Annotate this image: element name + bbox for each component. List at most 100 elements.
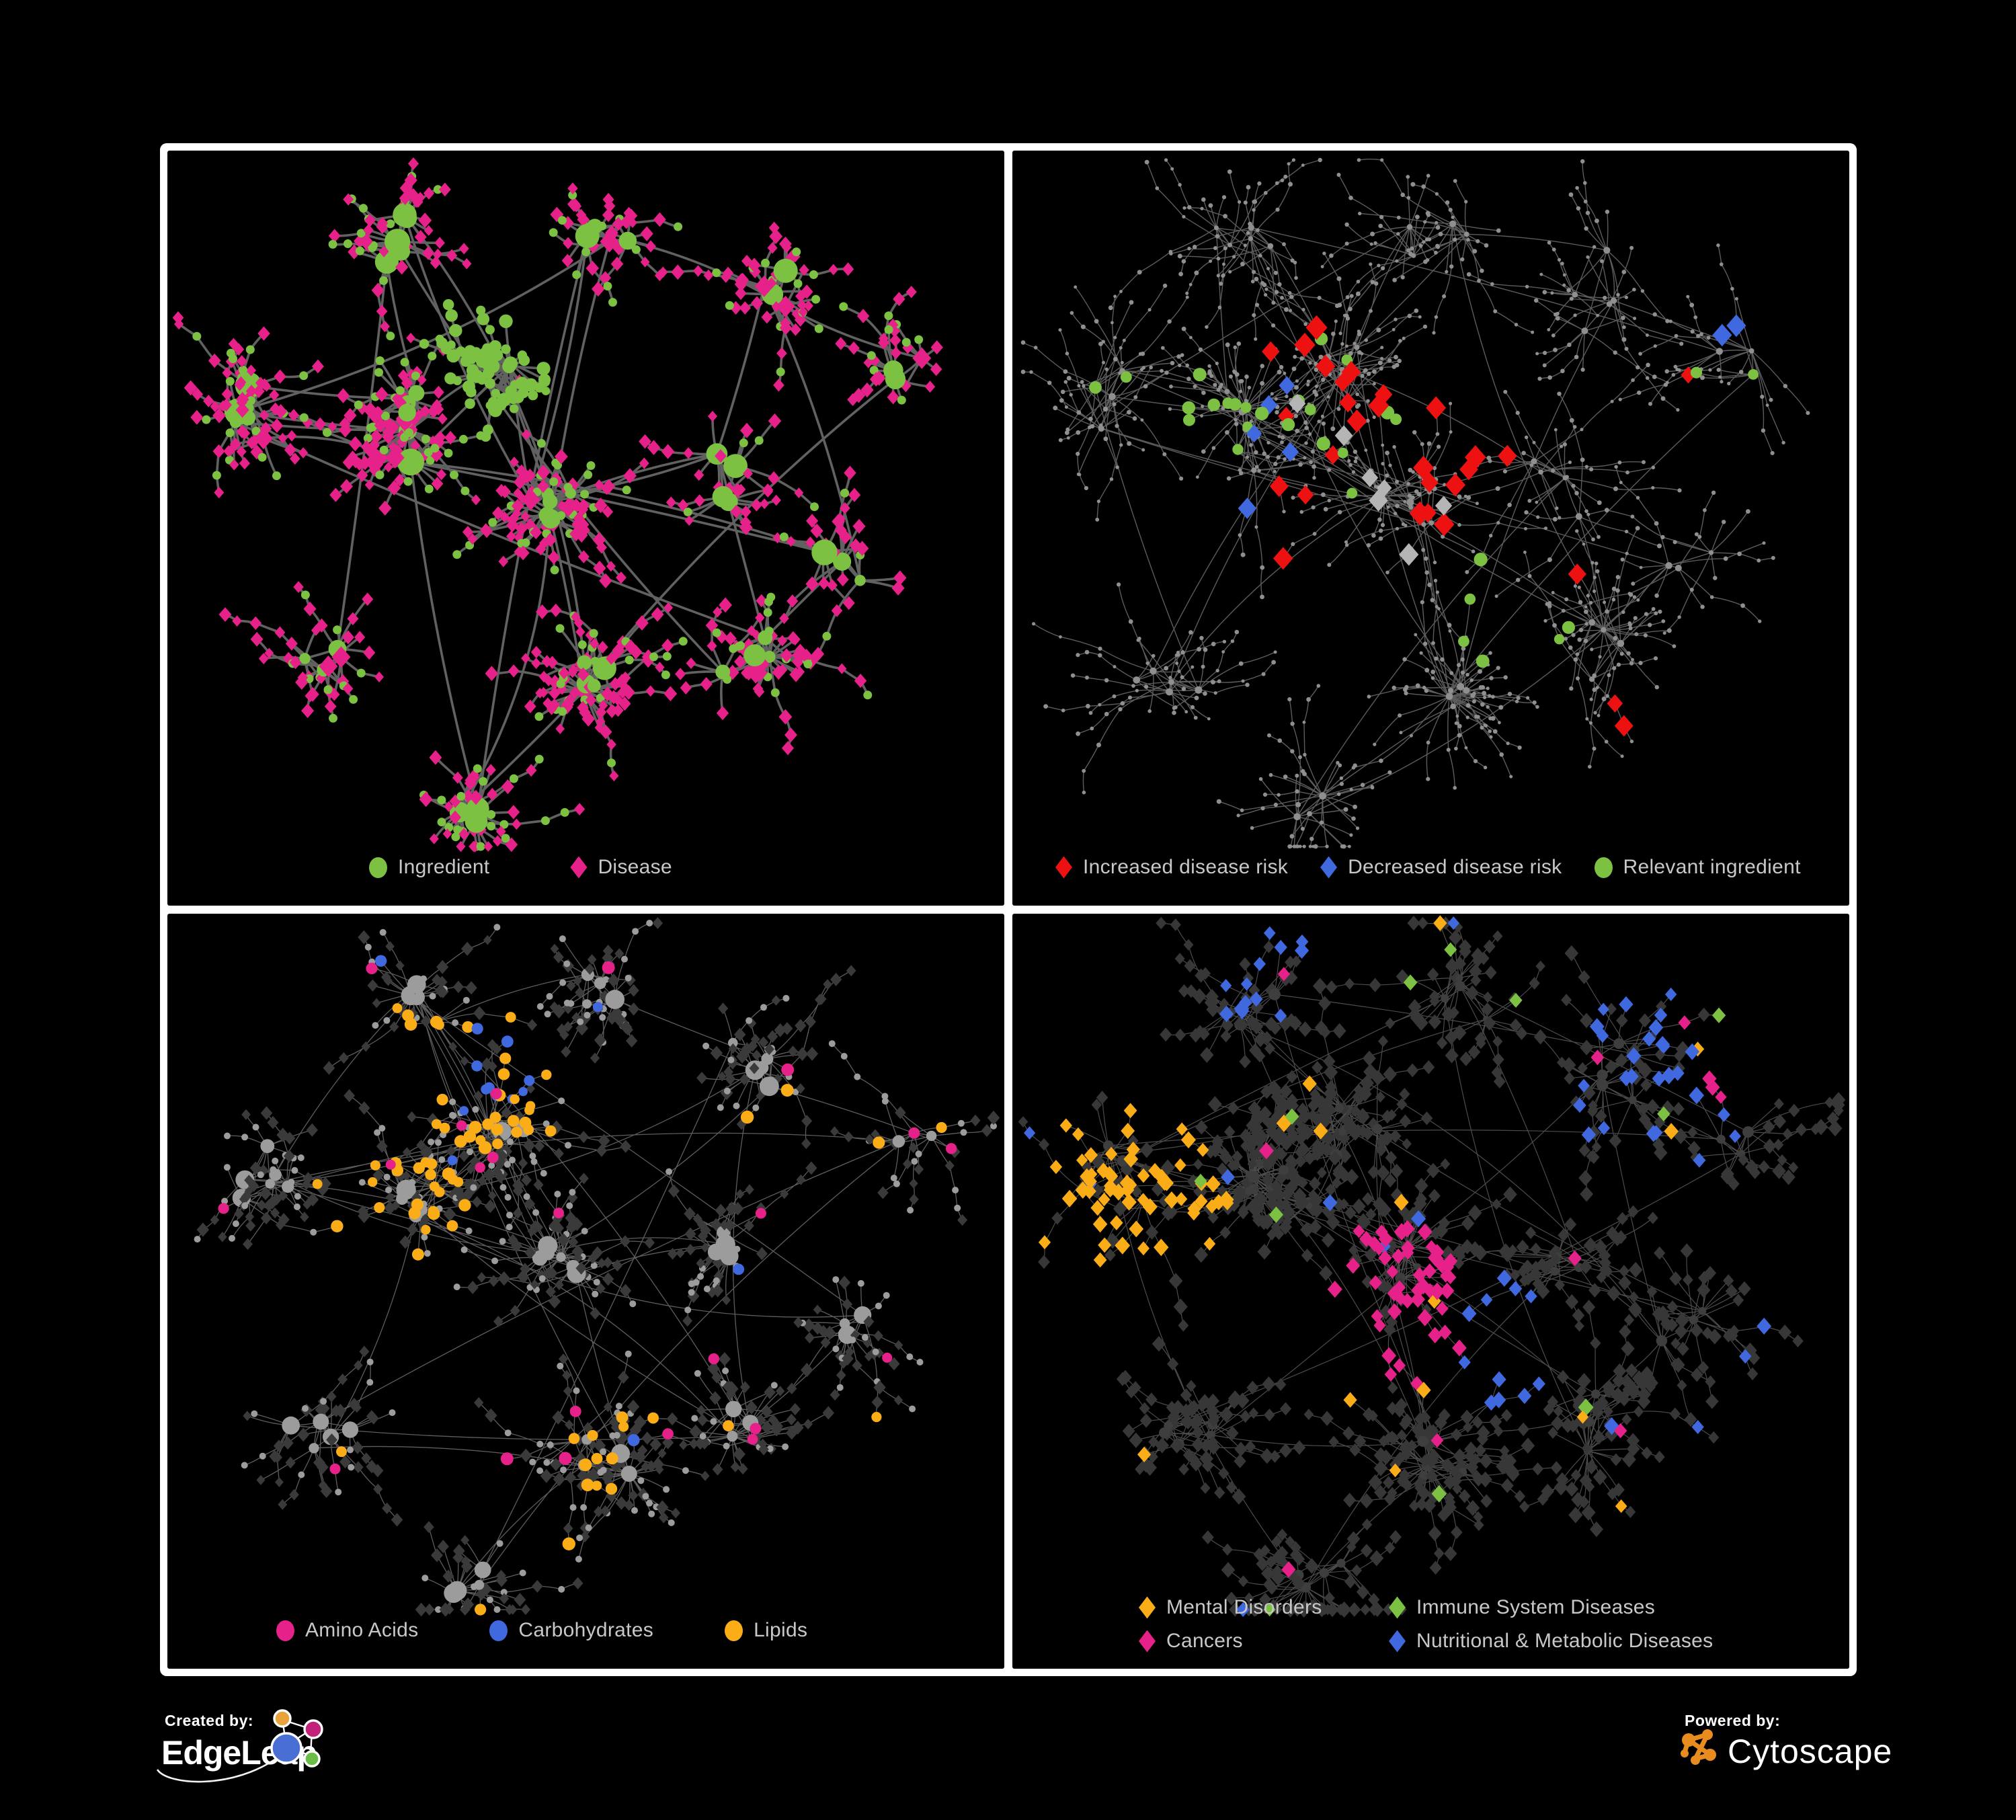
network-edge [1427, 696, 1450, 744]
network-node [1138, 352, 1143, 356]
network-node [1227, 242, 1232, 247]
network-node [1426, 396, 1447, 420]
network-node [485, 351, 496, 362]
network-edge [1577, 678, 1588, 719]
network-node [905, 286, 917, 299]
network-node [1132, 416, 1137, 421]
network-node [762, 485, 773, 498]
network-node [683, 447, 694, 459]
network-node [598, 221, 606, 231]
network-node [462, 258, 472, 270]
network-node [768, 221, 780, 235]
network-node [1686, 294, 1690, 299]
network-edge [1077, 453, 1080, 475]
network-edge [1490, 504, 1510, 537]
network-node [1613, 635, 1618, 641]
network-node [1503, 675, 1508, 680]
network-node [1283, 457, 1287, 461]
network-edge [1239, 535, 1244, 555]
network-node [1491, 695, 1495, 699]
network-node [663, 686, 678, 702]
network-node [1246, 455, 1250, 459]
network-edge [1253, 271, 1291, 294]
network-edge [280, 1224, 314, 1233]
network-node [787, 594, 799, 608]
network-node [1117, 582, 1121, 587]
network-node [573, 803, 586, 816]
network-node [1422, 240, 1426, 244]
network-node [1584, 605, 1588, 609]
network-edge [1349, 281, 1373, 310]
network-edge [1625, 530, 1660, 547]
network-node [1515, 411, 1520, 416]
network-node [1336, 276, 1342, 281]
network-edge [1215, 227, 1254, 273]
network-node [1483, 765, 1488, 770]
network-edge [1371, 226, 1410, 235]
network-node [1282, 510, 1286, 514]
network-node [1349, 833, 1353, 837]
network-node [1177, 670, 1181, 674]
network-node [1567, 342, 1572, 348]
legend-label: Disease [598, 856, 672, 878]
network-edge [1379, 338, 1404, 364]
network-node [1319, 820, 1324, 825]
network-node [413, 409, 424, 422]
network-node [1490, 282, 1494, 286]
network-node [1699, 332, 1703, 336]
network-node [1316, 684, 1321, 688]
network-node [1169, 251, 1173, 255]
network-node [1449, 264, 1454, 269]
network-node [1120, 360, 1124, 364]
network-node [328, 239, 337, 249]
network-node [1648, 623, 1652, 627]
network-node [1627, 623, 1632, 627]
network-node [1498, 721, 1501, 725]
network-edge [1664, 617, 1680, 634]
network-edge [1188, 206, 1217, 229]
network-node [1170, 167, 1174, 171]
network-node [1080, 380, 1084, 384]
network-node [1449, 430, 1453, 434]
network-edge [1571, 298, 1615, 301]
network-node [1595, 686, 1599, 690]
network-node [1509, 775, 1513, 779]
network-node [1595, 219, 1599, 223]
network-node [1557, 258, 1562, 262]
network-node [776, 347, 787, 360]
network-node [580, 524, 590, 536]
network-node [1613, 486, 1618, 491]
network-node [1527, 499, 1532, 503]
network-node [809, 270, 818, 279]
network-node [1260, 381, 1265, 386]
network-node [1424, 688, 1428, 693]
network-node [1182, 214, 1186, 219]
network-node [1471, 699, 1476, 704]
network-node [285, 637, 298, 651]
network-node [1569, 418, 1574, 423]
network-edge [1256, 304, 1274, 326]
network-edge [1289, 310, 1306, 325]
network-node [572, 270, 581, 280]
network-node [1480, 702, 1485, 707]
network-node [1294, 276, 1298, 280]
network-edge [1098, 709, 1121, 746]
network-node [560, 807, 569, 817]
network-edge [1257, 229, 1285, 245]
network-node [884, 325, 893, 334]
network-node [380, 320, 390, 333]
network-node [1639, 565, 1643, 569]
network-node [1562, 621, 1575, 634]
network-node [1620, 557, 1625, 562]
network-node [286, 430, 297, 442]
network-edge [844, 1056, 858, 1078]
network-node [1357, 158, 1361, 162]
network-node [445, 309, 458, 322]
network-node [1290, 721, 1295, 726]
network-edge [1168, 374, 1344, 693]
network-node [831, 604, 843, 617]
network-node [1228, 374, 1233, 379]
network-node [375, 470, 385, 479]
network-node [354, 400, 363, 409]
network-node [1238, 533, 1242, 537]
